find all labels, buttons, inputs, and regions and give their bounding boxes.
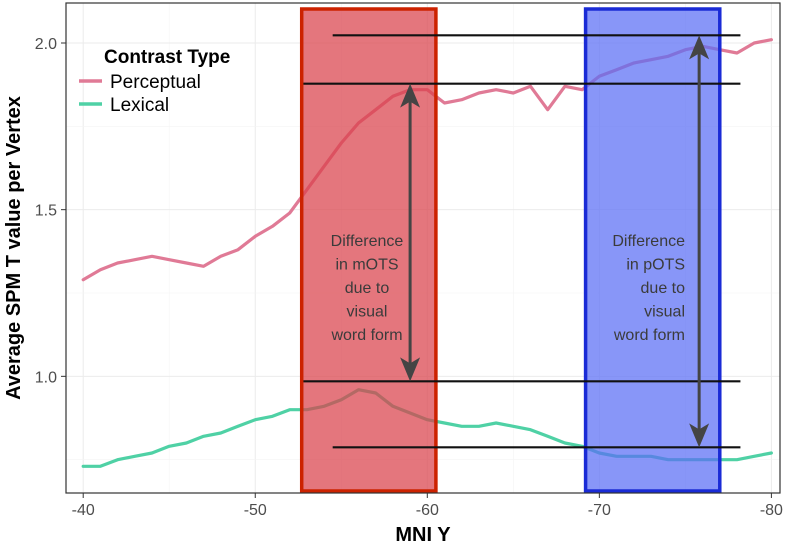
y-axis-ticks: 1.0 1.5 2.0 [35,36,66,386]
y-tick-label: 2.0 [35,36,57,53]
region-annotation-line: visual [347,304,388,321]
x-tick-label: -80 [760,502,783,519]
x-axis-title: MNI Y [395,524,451,546]
region-annotations: Difference in mOTS due to visual word form Di… [330,233,685,344]
x-tick-label: -50 [244,502,267,519]
region-annotation-line: due to [641,280,686,297]
legend-label: Lexical [110,95,169,116]
region-mots [299,7,438,493]
x-tick-label: -70 [588,502,611,519]
arrow-head-up [400,83,421,108]
region-annotation-line: Difference [331,233,404,250]
region-annotation-line: word form [330,327,402,344]
region-annotation-line: in mOTS [335,257,398,274]
legend-label: Perceptual [110,72,201,93]
region-annotation-line: word form [613,327,685,344]
region-pots [583,7,722,493]
y-tick-label: 1.5 [35,203,57,220]
legend-title: Contrast Type [104,47,230,68]
region-annotation-line: due to [345,280,390,297]
x-tick-label: -60 [416,502,439,519]
x-tick-label: -40 [72,502,95,519]
x-axis-ticks: -40 -50 -60 -70 -80 [72,493,783,519]
arrow-head-down [400,357,421,382]
y-axis-title: Average SPM T value per Vertex [3,96,25,400]
reference-lines [303,34,741,449]
region-annotation-line: Difference [612,233,685,250]
y-tick-label: 1.0 [35,369,57,386]
highlight-regions [299,7,722,493]
region-annotation-line: in pOTS [626,257,685,274]
arrow-head-up [689,35,710,60]
difference-arrows [400,35,710,448]
plot-panel-border [65,2,781,494]
region-annotation-line: visual [644,304,685,321]
arrow-head-down [689,423,710,448]
